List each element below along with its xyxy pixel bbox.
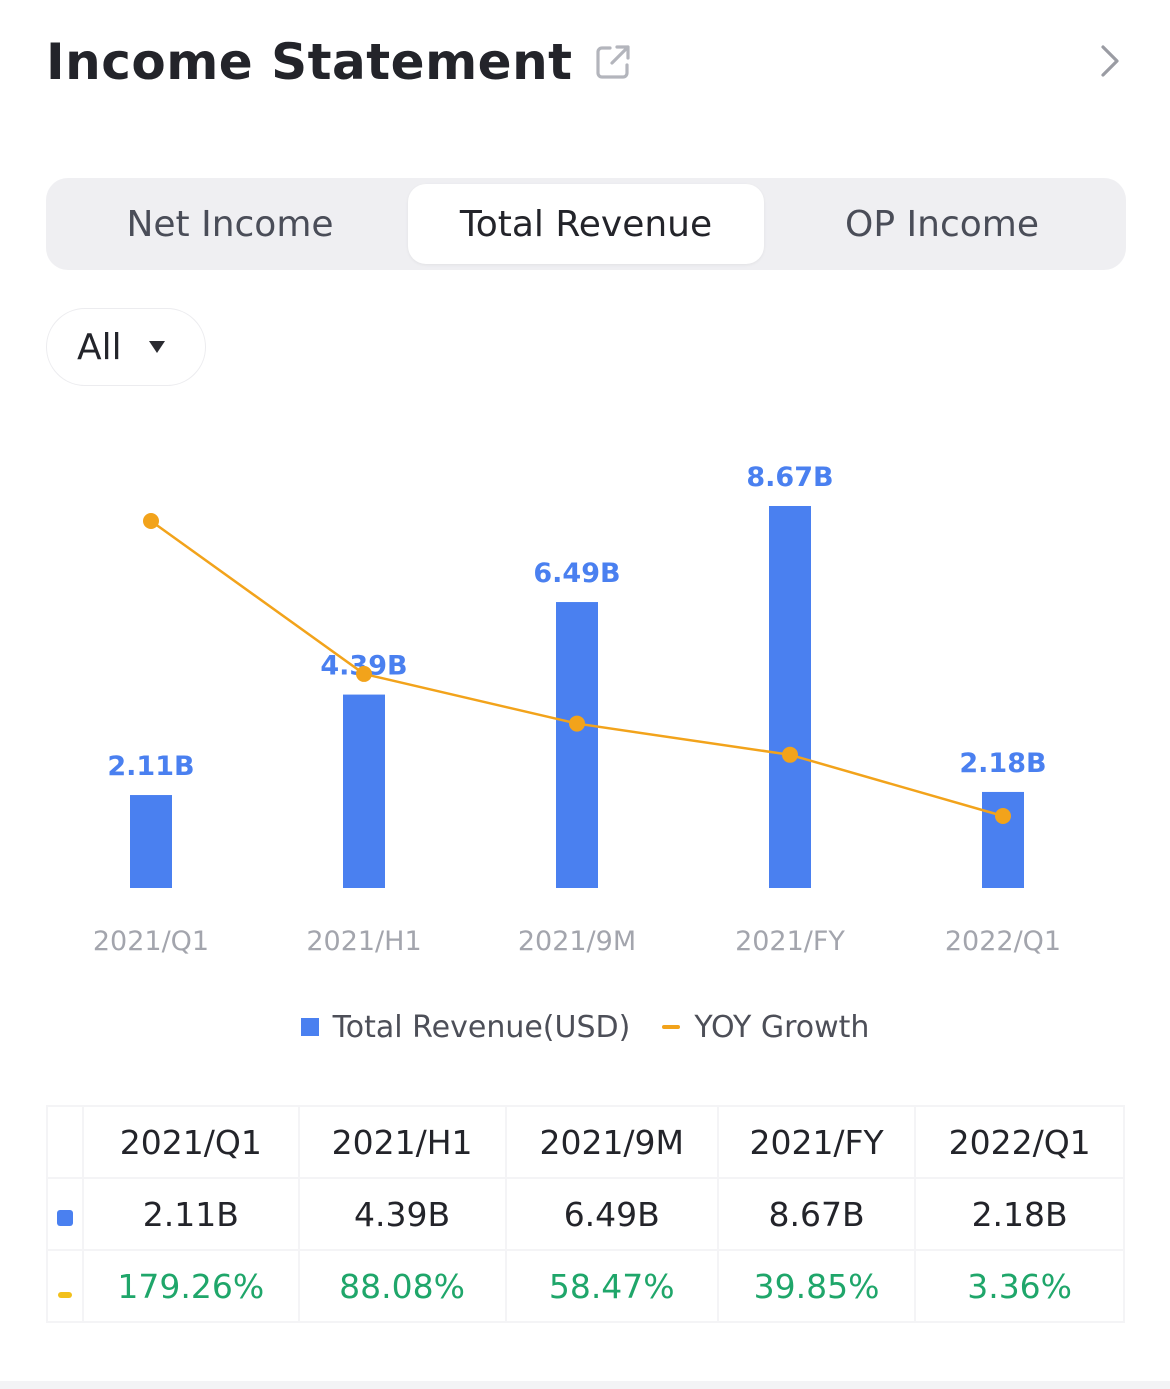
bar-value-label: 6.49B [533, 558, 620, 589]
revenue-bar [556, 602, 598, 888]
chart-legend: Total Revenue(USD) YOY Growth [0, 1004, 1170, 1050]
table-header-cell: 2021/FY [716, 1105, 917, 1179]
yoy-growth-point [143, 513, 159, 529]
tab-total-revenue[interactable]: Total Revenue [408, 184, 764, 264]
legend-label-yoy: YOY Growth [694, 1009, 870, 1045]
bar-marker-icon [57, 1209, 73, 1226]
table-cell: 58.47% [504, 1249, 719, 1323]
tab-op-income[interactable]: OP Income [845, 203, 1039, 245]
table-corner-cell [46, 1105, 84, 1179]
x-tick-label: 2021/Q1 [93, 926, 209, 957]
revenue-row-marker [46, 1177, 84, 1251]
page-title: Income Statement [46, 33, 573, 91]
revenue-chart: 2.11B4.39B6.49B8.67B2.18B2021/Q12021/H12… [93, 462, 1061, 957]
table-header-cell: 2021/9M [504, 1105, 719, 1179]
table-header-cell: 2021/Q1 [82, 1105, 300, 1179]
revenue-bar [769, 506, 811, 888]
bar-value-label: 2.18B [959, 748, 1046, 779]
x-tick-label: 2021/9M [518, 926, 636, 957]
data-table: 2021/Q1 2021/H1 2021/9M 2021/FY 2022/Q1 … [46, 1105, 1125, 1323]
table-header-cell: 2021/H1 [297, 1105, 507, 1179]
chevron-right-icon[interactable] [1094, 38, 1124, 84]
legend-item-revenue[interactable]: Total Revenue(USD) [300, 1009, 631, 1045]
table-row-growth: 179.26% 88.08% 58.47% 39.85% 3.36% [46, 1249, 1125, 1323]
header: Income Statement [46, 30, 1124, 94]
revenue-bar [130, 795, 172, 888]
table-cell: 3.36% [914, 1249, 1125, 1323]
table-cell: 6.49B [504, 1177, 719, 1251]
caret-down-icon [148, 340, 166, 354]
table-cell: 88.08% [297, 1249, 507, 1323]
x-tick-label: 2022/Q1 [945, 926, 1061, 957]
table-header-row: 2021/Q1 2021/H1 2021/9M 2021/FY 2022/Q1 [46, 1105, 1125, 1179]
table-row-revenue: 2.11B 4.39B 6.49B 8.67B 2.18B [46, 1177, 1125, 1251]
revenue-bar [982, 791, 1024, 888]
bar-value-label: 2.11B [107, 751, 194, 782]
table-cell: 179.26% [82, 1249, 300, 1323]
yoy-growth-point [569, 715, 585, 732]
bar-value-label: 8.67B [746, 462, 833, 493]
x-tick-label: 2021/FY [735, 926, 845, 957]
table-cell: 2.18B [914, 1177, 1125, 1251]
revenue-bar [343, 694, 385, 888]
period-select[interactable]: All [46, 308, 206, 386]
table-cell: 39.85% [716, 1249, 917, 1323]
table-cell: 8.67B [716, 1177, 917, 1251]
table-header-cell: 2022/Q1 [914, 1105, 1125, 1179]
metric-tabs: Net Income Total Revenue OP Income [46, 178, 1126, 270]
growth-row-marker [46, 1249, 84, 1323]
tab-net-income[interactable]: Net Income [126, 203, 334, 245]
legend-label-revenue: Total Revenue(USD) [332, 1009, 631, 1045]
legend-item-yoy[interactable]: YOY Growth [662, 1010, 869, 1045]
legend-bar-swatch [300, 1018, 319, 1036]
table-cell: 4.39B [297, 1177, 507, 1251]
bottom-divider [0, 1381, 1170, 1389]
share-external-icon[interactable] [593, 42, 633, 82]
line-marker-icon [58, 1291, 72, 1298]
table-cell: 2.11B [82, 1177, 300, 1251]
x-tick-label: 2021/H1 [306, 926, 421, 957]
period-select-value: All [77, 326, 122, 368]
yoy-growth-point [995, 808, 1011, 824]
legend-line-swatch [662, 1025, 681, 1029]
yoy-growth-point [356, 665, 372, 682]
yoy-growth-point [782, 746, 798, 763]
